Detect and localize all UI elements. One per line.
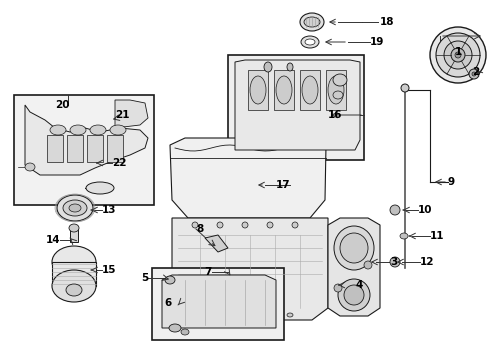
Ellipse shape bbox=[57, 195, 93, 221]
Text: 5: 5 bbox=[141, 273, 148, 283]
Polygon shape bbox=[87, 135, 103, 162]
Polygon shape bbox=[273, 70, 293, 110]
Ellipse shape bbox=[332, 74, 346, 86]
Bar bbox=[14, 95, 154, 205]
Text: 8: 8 bbox=[196, 224, 203, 234]
Ellipse shape bbox=[450, 48, 464, 62]
Ellipse shape bbox=[197, 313, 203, 317]
Text: 11: 11 bbox=[429, 231, 444, 241]
Ellipse shape bbox=[63, 200, 87, 216]
Ellipse shape bbox=[249, 76, 265, 104]
Polygon shape bbox=[247, 70, 267, 110]
Ellipse shape bbox=[304, 17, 319, 27]
Ellipse shape bbox=[301, 36, 318, 48]
Ellipse shape bbox=[50, 125, 66, 135]
Ellipse shape bbox=[286, 63, 292, 71]
Ellipse shape bbox=[69, 224, 79, 232]
Text: 22: 22 bbox=[112, 158, 126, 168]
Ellipse shape bbox=[305, 39, 314, 45]
Ellipse shape bbox=[339, 233, 367, 263]
Ellipse shape bbox=[400, 84, 408, 92]
Polygon shape bbox=[47, 135, 63, 162]
Ellipse shape bbox=[332, 91, 342, 99]
Text: 9: 9 bbox=[447, 177, 454, 187]
Bar bbox=[152, 268, 284, 340]
Text: 20: 20 bbox=[55, 100, 69, 110]
Polygon shape bbox=[204, 235, 227, 252]
Ellipse shape bbox=[471, 72, 475, 76]
Ellipse shape bbox=[286, 313, 292, 317]
Polygon shape bbox=[235, 60, 359, 150]
Ellipse shape bbox=[164, 276, 175, 284]
Text: 19: 19 bbox=[369, 37, 384, 47]
Ellipse shape bbox=[435, 33, 479, 77]
Text: 2: 2 bbox=[471, 67, 478, 77]
Text: 3: 3 bbox=[389, 257, 396, 267]
Ellipse shape bbox=[226, 313, 232, 317]
Polygon shape bbox=[172, 218, 327, 320]
Ellipse shape bbox=[327, 76, 343, 104]
Ellipse shape bbox=[266, 222, 272, 228]
Ellipse shape bbox=[443, 41, 471, 69]
Ellipse shape bbox=[70, 125, 86, 135]
Polygon shape bbox=[107, 135, 123, 162]
Bar bbox=[227, 55, 363, 160]
Bar bbox=[70, 228, 78, 242]
Ellipse shape bbox=[333, 226, 373, 270]
Text: 17: 17 bbox=[275, 180, 289, 190]
Ellipse shape bbox=[217, 222, 223, 228]
Text: 21: 21 bbox=[115, 110, 130, 120]
Text: 4: 4 bbox=[354, 280, 362, 290]
Text: 13: 13 bbox=[102, 205, 116, 215]
Ellipse shape bbox=[69, 204, 81, 212]
Polygon shape bbox=[327, 218, 379, 316]
Ellipse shape bbox=[90, 125, 106, 135]
Text: 16: 16 bbox=[327, 110, 342, 120]
Ellipse shape bbox=[257, 313, 263, 317]
Text: 14: 14 bbox=[45, 235, 60, 245]
Ellipse shape bbox=[169, 324, 181, 332]
Polygon shape bbox=[162, 275, 275, 328]
Text: 7: 7 bbox=[204, 267, 212, 277]
Ellipse shape bbox=[66, 284, 82, 296]
Ellipse shape bbox=[264, 62, 271, 72]
Ellipse shape bbox=[337, 279, 369, 311]
Ellipse shape bbox=[343, 285, 363, 305]
Ellipse shape bbox=[181, 329, 189, 335]
Ellipse shape bbox=[389, 257, 399, 267]
Ellipse shape bbox=[275, 76, 291, 104]
Text: 1: 1 bbox=[454, 47, 461, 57]
Ellipse shape bbox=[363, 261, 371, 269]
Ellipse shape bbox=[86, 182, 114, 194]
Ellipse shape bbox=[291, 222, 297, 228]
Text: 15: 15 bbox=[102, 265, 116, 275]
Ellipse shape bbox=[468, 69, 478, 79]
Polygon shape bbox=[115, 100, 148, 128]
Polygon shape bbox=[67, 135, 83, 162]
Bar bbox=[52, 262, 96, 286]
Ellipse shape bbox=[299, 13, 324, 31]
Polygon shape bbox=[299, 70, 319, 110]
Ellipse shape bbox=[110, 125, 126, 135]
Polygon shape bbox=[25, 105, 148, 175]
Ellipse shape bbox=[302, 76, 317, 104]
Text: 10: 10 bbox=[417, 205, 431, 215]
Ellipse shape bbox=[389, 205, 399, 215]
Text: 18: 18 bbox=[379, 17, 394, 27]
Text: 6: 6 bbox=[163, 298, 171, 308]
Ellipse shape bbox=[192, 222, 198, 228]
Ellipse shape bbox=[429, 27, 485, 83]
Ellipse shape bbox=[454, 52, 460, 58]
Polygon shape bbox=[170, 138, 325, 218]
Polygon shape bbox=[325, 70, 346, 110]
Ellipse shape bbox=[399, 233, 407, 239]
Ellipse shape bbox=[333, 284, 341, 292]
Ellipse shape bbox=[25, 163, 35, 171]
Text: 12: 12 bbox=[419, 257, 434, 267]
Ellipse shape bbox=[52, 270, 96, 302]
Ellipse shape bbox=[52, 246, 96, 278]
Ellipse shape bbox=[242, 222, 247, 228]
